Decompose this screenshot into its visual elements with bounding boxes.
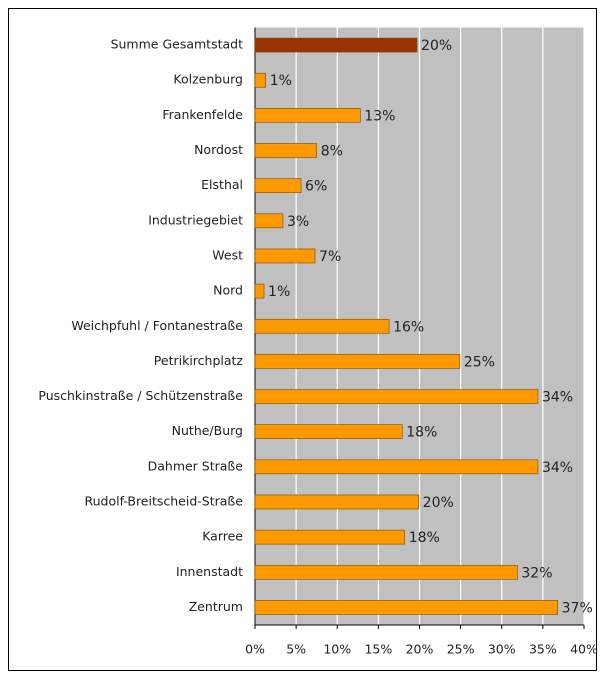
value-label: 37%: [562, 600, 593, 616]
value-label: 3%: [287, 214, 309, 230]
value-label: 16%: [393, 319, 424, 335]
bar: [254, 283, 265, 299]
value-label: 1%: [268, 284, 290, 300]
bar: [254, 459, 539, 475]
bar: [254, 248, 316, 264]
bar: [254, 318, 390, 334]
x-tick-label: 15%: [364, 642, 392, 657]
y-tick-label: Dahmer Straße: [148, 458, 244, 473]
y-tick-label: Elsthal: [201, 177, 243, 192]
bar: [254, 564, 518, 580]
value-label: 13%: [364, 108, 395, 124]
y-tick-label: Karree: [202, 529, 243, 544]
y-tick-label: Petrikirchplatz: [154, 353, 244, 368]
bar: [254, 108, 361, 123]
y-tick-label: Kolzenburg: [173, 72, 243, 87]
y-tick-label: Nord: [213, 283, 243, 298]
value-label: 18%: [409, 530, 440, 546]
value-label: 7%: [319, 249, 341, 265]
bar: [254, 143, 317, 158]
bar: [254, 354, 461, 369]
value-label: 34%: [542, 390, 573, 406]
y-tick-label: Weichpfuhl / Fontanestraße: [71, 318, 243, 333]
y-tick-label: Industriegebiet: [148, 212, 243, 227]
bar: [254, 213, 284, 229]
y-tick-label: West: [212, 247, 243, 262]
x-tick-label: 0%: [245, 642, 265, 657]
x-tick-label: 25%: [447, 642, 475, 657]
x-tick-label: 35%: [529, 642, 557, 657]
value-label: 1%: [270, 73, 292, 89]
bar: [254, 389, 539, 404]
value-label: 6%: [305, 179, 327, 195]
value-label: 20%: [423, 495, 454, 511]
value-label: 18%: [406, 425, 437, 441]
bar: [254, 37, 418, 53]
y-tick-label: Puschkinstraße / Schützenstraße: [38, 388, 243, 403]
y-tick-label: Zentrum: [189, 599, 243, 614]
x-tick-label: 10%: [323, 642, 351, 657]
y-tick-label: Summe Gesamtstadt: [111, 37, 244, 52]
y-tick-label: Nuthe/Burg: [172, 423, 243, 438]
value-label: 25%: [464, 354, 495, 370]
bar: [254, 600, 558, 615]
value-label: 8%: [321, 144, 343, 160]
bar: [254, 72, 266, 88]
x-tick-label: 5%: [286, 642, 306, 657]
x-tick-label: 40%: [570, 642, 598, 657]
bar: [254, 494, 419, 510]
y-tick-label: Innenstadt: [176, 564, 243, 579]
x-tick-label: 30%: [488, 642, 516, 657]
y-tick-label: Frankenfelde: [162, 107, 243, 122]
x-tick-label: 20%: [406, 642, 434, 657]
bar: [254, 424, 403, 439]
value-label: 32%: [521, 565, 552, 581]
value-label: 34%: [542, 460, 573, 476]
y-tick-label: Rudolf-Breitscheid-Straße: [84, 493, 243, 508]
bar: [254, 529, 405, 545]
y-tick-label: Nordost: [194, 142, 243, 157]
bar: [254, 178, 302, 193]
value-label: 20%: [421, 38, 452, 54]
